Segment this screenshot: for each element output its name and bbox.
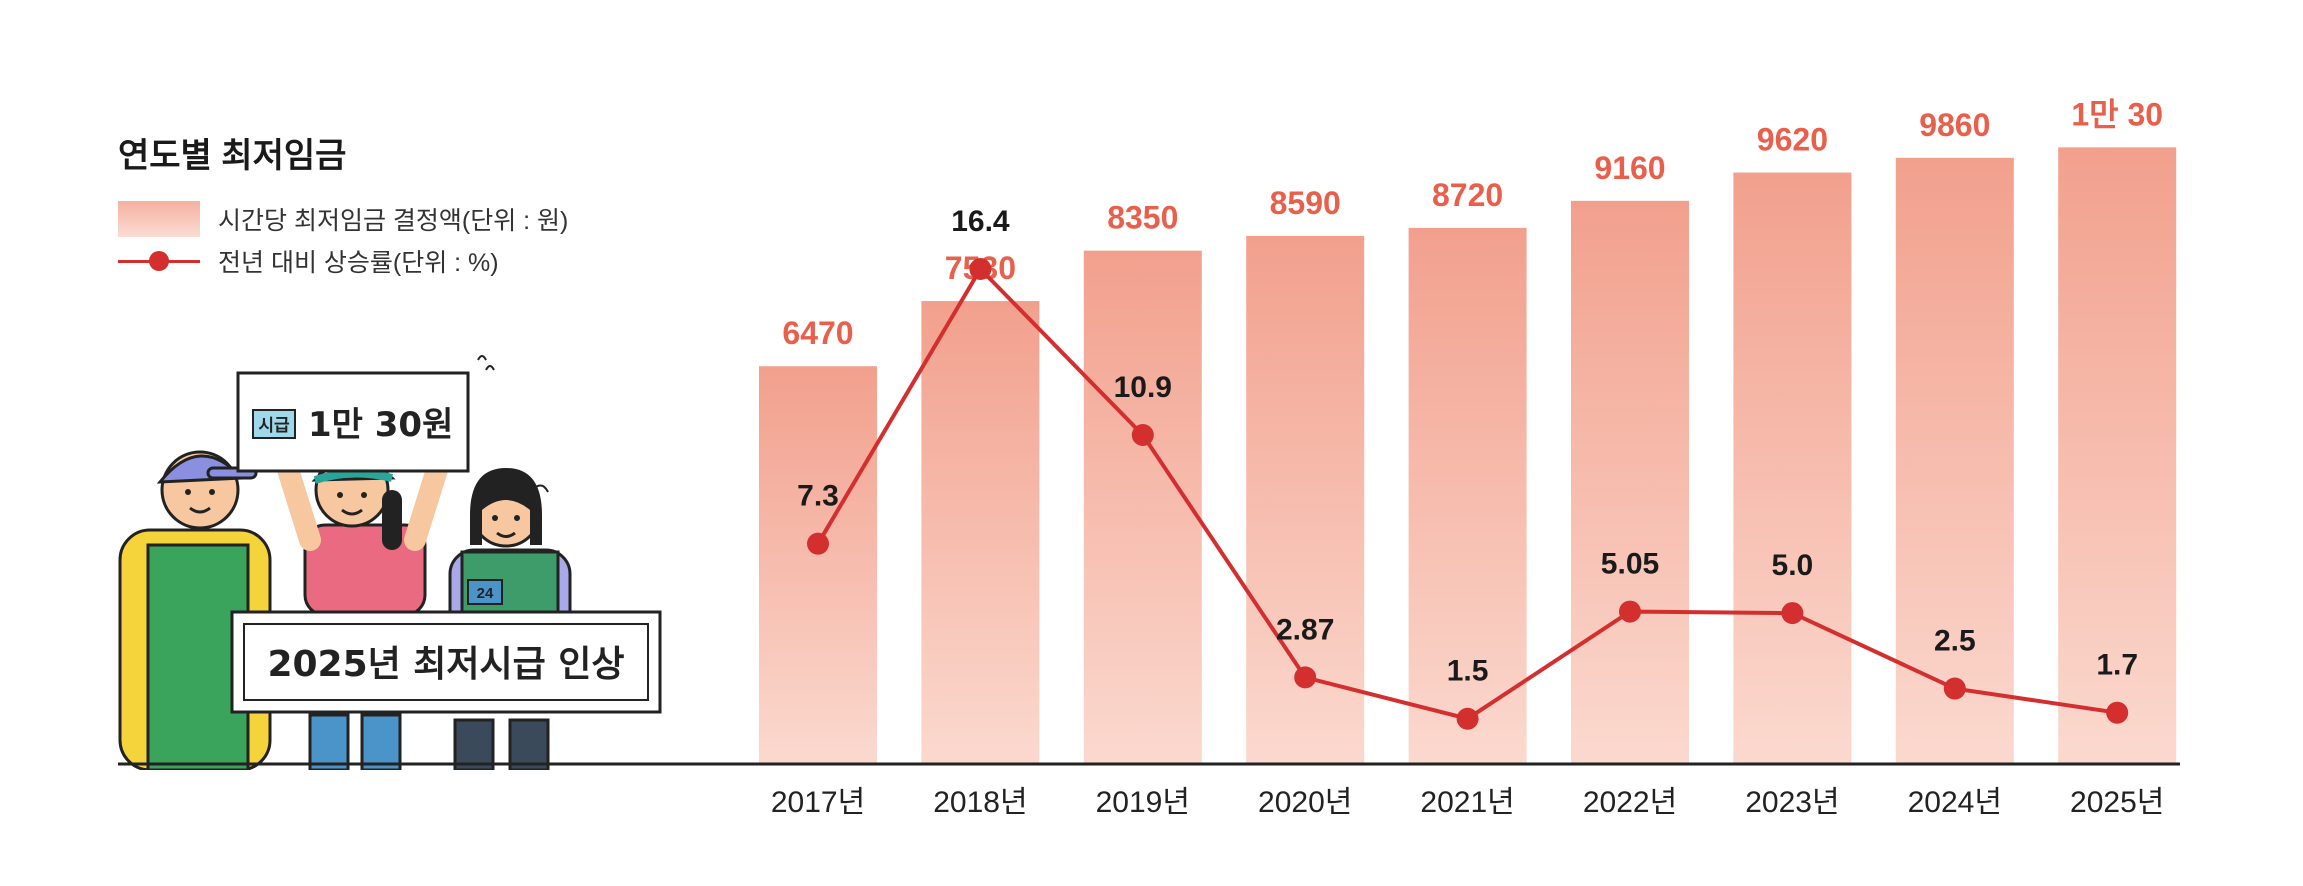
bar-value-label: 8350 (1107, 200, 1178, 236)
bar (759, 366, 877, 764)
rate-points (807, 258, 2129, 730)
x-tick-label: 2017년 (771, 786, 865, 819)
x-tick-label: 2022년 (1583, 786, 1677, 819)
rate-point (2106, 701, 2129, 724)
rate-value-label: 5.0 (1772, 549, 1814, 582)
x-tick-label: 2018년 (933, 786, 1027, 819)
x-tick-label: 2019년 (1096, 786, 1190, 819)
banner-text: 2025년 최저시급 인상 (267, 644, 624, 685)
legend-item-bar: 시간당 최저임금 결정액(단위 : 원) (118, 198, 568, 240)
banner: 2025년 최저시급 인상 (230, 610, 662, 714)
rate-point (969, 258, 992, 281)
x-tick-labels: 2017년 2018년 2019년 2020년 2021년 2022년 2023년 2024년… (771, 786, 2165, 819)
rate-point (1781, 602, 1804, 625)
rate-value-label: 2.87 (1276, 613, 1334, 646)
rate-point (1294, 666, 1317, 689)
bar-value-label: 8720 (1432, 177, 1503, 213)
rate-value-label: 1.5 (1447, 655, 1489, 688)
rate-value-label: 7.3 (797, 480, 839, 513)
rate-value-label: 2.5 (1934, 625, 1976, 658)
bar (921, 301, 1040, 764)
rate-point (1131, 424, 1154, 447)
sign-badge: 시급 (258, 416, 290, 436)
rate-point (1943, 677, 1966, 700)
bar (1571, 200, 1689, 764)
rate-value-label: 16.4 (951, 205, 1010, 238)
legend-item-line: 전년 대비 상승률(단위 : %) (118, 240, 568, 282)
bar-labels: 647075308350859087209160962098601만 30 (782, 96, 2163, 351)
rate-labels: 7.3 16.4 10.9 2.87 1.5 5.05 5.0 2.5 1.7 (797, 205, 2138, 688)
vest-number: 24 (477, 585, 494, 602)
legend-bar-label: 시간당 최저임금 결정액(단위 : 원) (218, 207, 569, 235)
bar-value-label: 6470 (782, 315, 853, 351)
rate-value-label: 10.9 (1114, 371, 1172, 404)
bar-value-label: 9860 (1919, 107, 1990, 143)
x-tick-label: 2023년 (1745, 786, 1839, 819)
workers-illustration: 24 시급 1만 30원 2025년 최저시급 인상 (118, 355, 662, 770)
bar-value-label: 1만 30 (2071, 96, 2163, 132)
top-sign: 시급 1만 30원 (236, 355, 495, 473)
rate-value-label: 1.7 (2096, 649, 2138, 682)
bar-series (759, 147, 2177, 765)
bar-value-label: 8590 (1270, 185, 1341, 221)
bar-value-label: 9160 (1594, 150, 1665, 186)
bar (1895, 157, 2014, 764)
x-tick-label: 2020년 (1258, 786, 1352, 819)
x-tick-label: 2024년 (1908, 786, 2002, 819)
rate-point (1456, 707, 1479, 730)
bar (1408, 227, 1527, 765)
bar (1733, 172, 1852, 764)
legend-line-swatch (118, 243, 200, 279)
sign-text: 1만 30원 (308, 405, 453, 445)
bar (2058, 147, 2177, 764)
legend-line-label: 전년 대비 상승률(단위 : %) (218, 249, 499, 277)
chart-title: 연도별 최저임금 (118, 137, 347, 175)
x-tick-label: 2021년 (1420, 786, 1514, 819)
legend: 시간당 최저임금 결정액(단위 : 원) 전년 대비 상승률(단위 : %) (118, 198, 568, 282)
legend-bar-swatch (118, 201, 200, 237)
bar-value-label: 9620 (1757, 122, 1828, 158)
rate-point (807, 532, 829, 555)
rate-value-label: 5.05 (1601, 548, 1659, 581)
bar (1083, 250, 1202, 764)
x-tick-label: 2025년 (2070, 786, 2164, 819)
rate-point (1619, 600, 1641, 623)
